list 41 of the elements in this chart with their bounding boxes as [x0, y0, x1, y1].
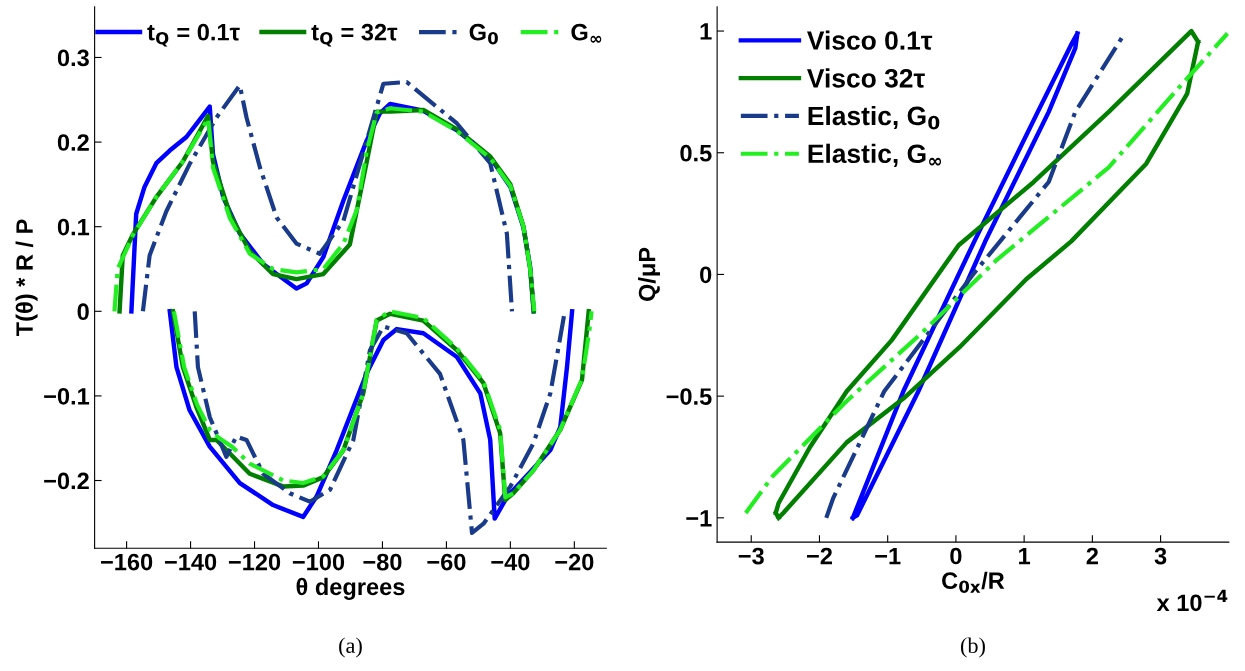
y-tick-label: 0.1: [57, 218, 90, 236]
x-tick-label: −100: [292, 553, 345, 571]
text: (b): [960, 637, 985, 658]
y-tick-label: 0: [700, 266, 712, 284]
x-tick-label: −1: [875, 547, 901, 565]
text: x 10$^{−4}$: [1156, 589, 1228, 612]
x-tick-label: 1: [1019, 547, 1031, 565]
legend-label: Elastic, G$_{0}$: [808, 105, 940, 130]
text: (a): [339, 637, 362, 658]
x-tick-label: −160: [100, 553, 153, 571]
x-axis-title: θ degrees: [296, 577, 405, 600]
y-axis-title: T(θ) * R / P: [15, 219, 38, 337]
legend-label: Elastic, G$_{∞}$: [808, 143, 942, 167]
x-tick-label: −140: [164, 553, 217, 571]
y-tick-label: 0: [77, 303, 89, 321]
legend-label: G$_{∞}$: [571, 23, 602, 43]
y-tick-label: −0.1: [44, 387, 90, 405]
y-tick-label: 0.2: [57, 134, 89, 151]
legend-label: t$_{Q}$ = 0.1τ: [147, 23, 240, 47]
y-tick-label: −1: [686, 510, 712, 527]
x-tick-label: 2: [1086, 547, 1098, 565]
y-axis-title: Q/μP: [638, 247, 660, 302]
x-tick-label: 3: [1154, 547, 1167, 565]
x-tick-label: −60: [427, 553, 466, 571]
x-tick-label: −80: [363, 553, 402, 571]
x-tick-label: −40: [491, 553, 530, 571]
x-tick-label: 0: [950, 547, 962, 565]
y-tick-label: 0.3: [57, 49, 89, 67]
x-tick-label: −3: [738, 547, 764, 565]
x-tick-label: −20: [555, 553, 594, 571]
y-tick-label: −0.5: [666, 388, 712, 405]
y-tick-label: 0.5: [680, 144, 712, 162]
legend-label: Visco 0.1τ: [807, 30, 933, 50]
x-axis-title: C$_{0x}$/R: [942, 571, 1005, 593]
y-tick-label: 1: [700, 23, 712, 40]
x-tick-label: −2: [806, 547, 832, 565]
x-tick-label: −120: [228, 553, 281, 571]
legend-label: t$_{Q}$ = 32τ: [311, 23, 398, 47]
y-tick-label: −0.2: [44, 472, 89, 490]
legend-label: G$_{0}$: [469, 23, 498, 45]
legend-label: Visco 32τ: [807, 68, 925, 88]
